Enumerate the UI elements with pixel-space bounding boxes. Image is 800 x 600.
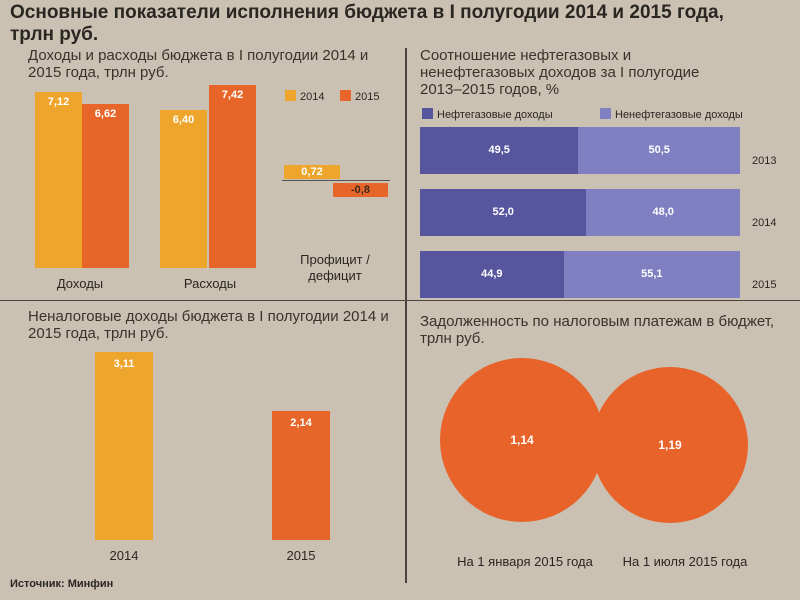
bar-nontax-2015: 2,14 [272,410,330,540]
category-label: Профицит / дефицит [300,252,370,283]
bar-nonoil-2013: 50,5 [578,127,740,174]
legend-nonoil: Ненефтегазовые доходы [600,108,743,121]
circle-label: На 1 июля 2015 года [622,554,748,569]
main-title: Основные показатели исполнения бюджета в… [10,2,724,45]
year-label: 2015 [286,548,316,563]
chart2-title: Соотношение нефтегазовых и ненефтегазовы… [420,47,700,98]
bar-2014-1: 6,40 [160,109,207,268]
year-label: 2014 [109,548,139,563]
chart1-title: Доходы и расходы бюджета в I полугодии 2… [28,47,369,81]
year-label: 2015 [752,279,777,291]
bar-nonoil-2014: 48,0 [586,189,740,236]
divider-vertical [405,48,407,583]
category-label: Доходы [56,276,104,291]
circle-jan-2015: 1,14 [440,358,604,522]
bar-2015-0: 6,62 [82,104,129,268]
bar-2015-deficit: -0,8 [333,183,388,197]
year-label: 2013 [752,155,777,167]
bar-nontax-2014: 3,11 [95,351,153,540]
bar-2015-1: 7,42 [209,84,256,268]
year-label: 2014 [752,217,777,229]
chart4-title: Задолженность по налоговым платежам в бю… [420,313,775,347]
bar-nonoil-2015: 55,1 [563,251,740,298]
zero-line [282,180,390,181]
legend-2014: 2014 [285,90,324,103]
circle-jul-2015: 1,19 [592,367,748,523]
bar-oil-2013: 49,5 [420,127,579,174]
legend-2015: 2015 [340,90,379,103]
bar-oil-2015: 44,9 [420,251,564,298]
bar-2014-0: 7,12 [35,92,82,268]
source-note: Источник: Минфин [10,578,114,590]
chart3-title: Неналоговые доходы бюджета в I полугодии… [28,308,389,342]
legend-oil: Нефтегазовые доходы [422,108,553,121]
category-label: Расходы [183,276,237,291]
bar-2014-surplus: 0,72 [284,165,340,179]
circle-label: На 1 января 2015 года [457,554,593,569]
bar-oil-2014: 52,0 [420,189,587,236]
divider-horizontal [0,300,800,301]
